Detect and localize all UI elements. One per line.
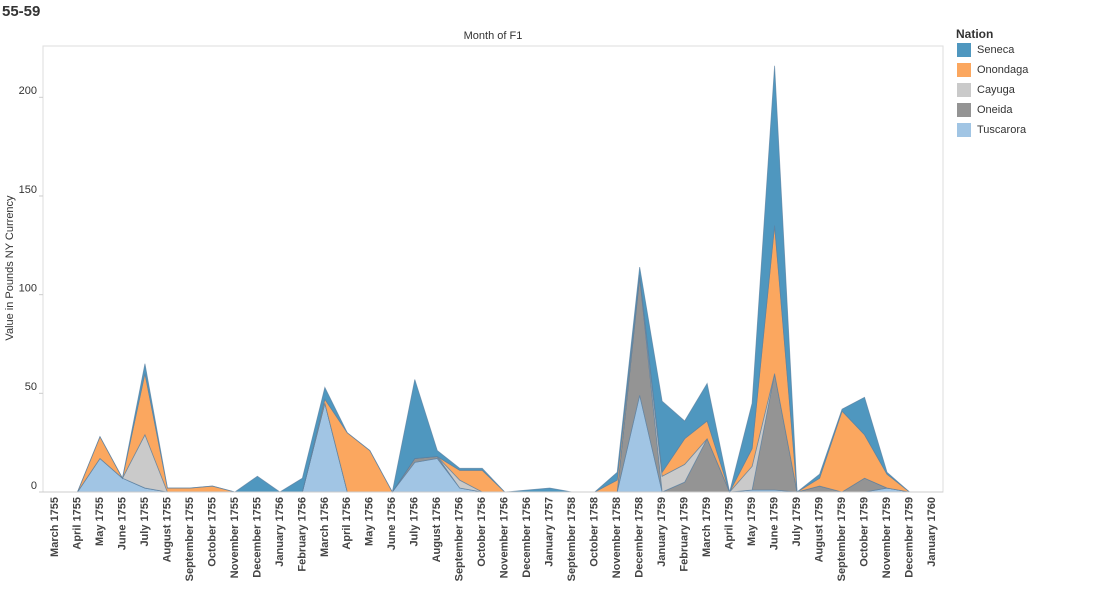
x-tick-label: November 1758 bbox=[611, 497, 623, 578]
x-tick-label: March 1756 bbox=[319, 497, 331, 557]
y-tick-label: 150 bbox=[19, 184, 37, 196]
x-tick-label: May 1756 bbox=[364, 497, 376, 546]
x-tick-label: August 1755 bbox=[161, 497, 173, 562]
x-tick-label: February 1756 bbox=[296, 497, 308, 572]
legend-swatch bbox=[957, 43, 971, 57]
x-tick-label: April 1756 bbox=[341, 497, 353, 550]
x-tick-label: December 1755 bbox=[251, 497, 263, 578]
x-tick-label: January 1760 bbox=[926, 497, 938, 567]
x-tick-label: June 1755 bbox=[116, 497, 128, 550]
x-tick-label: July 1756 bbox=[409, 497, 421, 547]
area bbox=[55, 276, 932, 493]
legend-swatch bbox=[957, 123, 971, 137]
x-tick-label: January 1759 bbox=[656, 497, 668, 567]
x-tick-label: December 1758 bbox=[634, 497, 646, 578]
x-tick-label: June 1756 bbox=[386, 497, 398, 550]
x-tick-label: October 1758 bbox=[589, 497, 601, 567]
x-tick-label: March 1755 bbox=[49, 497, 61, 557]
legend-label: Tuscarora bbox=[977, 124, 1027, 136]
x-tick-label: November 1759 bbox=[881, 497, 893, 578]
x-tick-label: May 1759 bbox=[746, 497, 758, 546]
area bbox=[55, 276, 932, 493]
legend-swatch bbox=[957, 103, 971, 117]
y-tick-label: 200 bbox=[19, 85, 37, 97]
legend-title: Nation bbox=[956, 27, 993, 41]
x-tick-label: July 1755 bbox=[139, 497, 151, 547]
header: Month of F1 bbox=[464, 30, 523, 42]
x-tick-label: February 1759 bbox=[679, 497, 691, 572]
x-tick-label: September 1756 bbox=[454, 497, 466, 581]
x-tick-label: October 1755 bbox=[206, 497, 218, 567]
x-tick-label: September 1755 bbox=[184, 497, 196, 581]
x-tick-label: October 1756 bbox=[476, 497, 488, 567]
x-tick-label: May 1755 bbox=[94, 497, 106, 546]
legend-label: Cayuga bbox=[977, 84, 1016, 96]
y-tick-label: 50 bbox=[25, 381, 37, 393]
x-tick-label: November 1756 bbox=[499, 497, 511, 578]
y-axis-label: Value in Pounds NY Currency bbox=[4, 195, 16, 341]
x-tick-label: August 1759 bbox=[813, 497, 825, 562]
area bbox=[55, 225, 932, 494]
x-tick-label: April 1755 bbox=[71, 497, 83, 550]
x-tick-label: October 1759 bbox=[858, 497, 870, 567]
y-tick-label: 100 bbox=[19, 283, 37, 295]
x-tick-label: April 1759 bbox=[724, 497, 736, 550]
chart-title: 55-59 bbox=[2, 3, 40, 20]
legend-label: Onondaga bbox=[977, 64, 1029, 76]
x-tick-label: September 1758 bbox=[566, 497, 578, 581]
area bbox=[55, 65, 932, 494]
x-tick-label: August 1756 bbox=[431, 497, 443, 562]
x-tick-label: July 1759 bbox=[791, 497, 803, 547]
area bbox=[55, 395, 932, 493]
x-tick-label: November 1755 bbox=[229, 497, 241, 578]
x-tick-label: March 1759 bbox=[701, 497, 713, 557]
plot-frame bbox=[42, 45, 944, 493]
x-tick-label: December 1756 bbox=[521, 497, 533, 578]
x-tick-label: December 1759 bbox=[903, 497, 915, 578]
x-tick-label: September 1759 bbox=[836, 497, 848, 581]
legend-label: Oneida bbox=[977, 104, 1013, 116]
legend-label: Seneca bbox=[977, 44, 1015, 56]
legend-swatch bbox=[957, 63, 971, 77]
legend-swatch bbox=[957, 83, 971, 97]
x-tick-label: June 1759 bbox=[768, 497, 780, 550]
x-tick-label: January 1757 bbox=[544, 497, 556, 567]
x-tick-label: January 1756 bbox=[274, 497, 286, 567]
y-tick-label: 0 bbox=[31, 480, 37, 492]
